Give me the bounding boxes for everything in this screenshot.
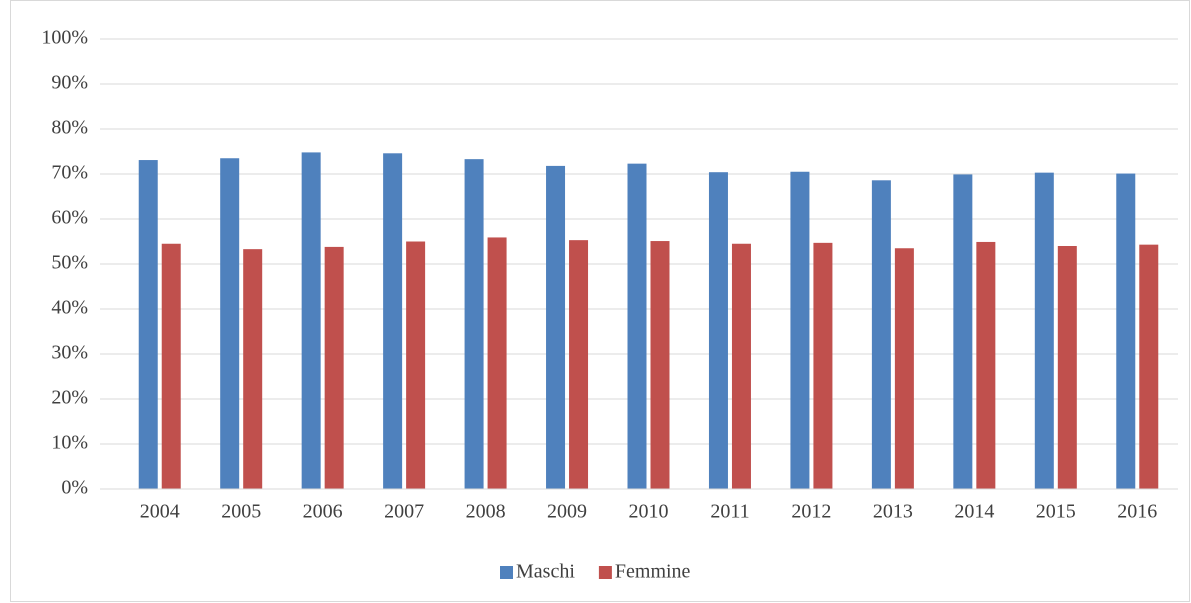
x-tick-label: 2006 xyxy=(303,501,343,523)
bar xyxy=(464,159,484,489)
x-tick-label: 2008 xyxy=(466,501,506,523)
bar xyxy=(161,243,181,489)
bar xyxy=(569,240,589,489)
bar xyxy=(546,165,566,489)
y-tick-label: 0% xyxy=(61,477,88,499)
y-tick-label: 10% xyxy=(51,432,88,454)
bar xyxy=(406,241,426,489)
bar xyxy=(708,172,728,489)
x-tick-label: 2013 xyxy=(873,501,913,523)
bar xyxy=(1116,173,1136,490)
y-tick-label: 70% xyxy=(51,162,88,184)
y-tick-label: 100% xyxy=(41,27,88,49)
y-tick-label: 40% xyxy=(51,297,88,319)
bar xyxy=(324,246,344,489)
legend-swatch xyxy=(598,566,612,579)
legend-label: Femmine xyxy=(615,561,691,583)
bar xyxy=(487,237,507,489)
y-tick-label: 30% xyxy=(51,342,88,364)
x-tick-label: 2010 xyxy=(629,501,669,523)
bar xyxy=(243,249,263,489)
bar xyxy=(953,174,973,489)
x-tick-label: 2009 xyxy=(547,501,587,523)
x-tick-label: 2011 xyxy=(710,501,749,523)
bar xyxy=(813,242,833,489)
bar xyxy=(220,158,240,489)
y-tick-label: 50% xyxy=(51,252,88,274)
y-tick-label: 80% xyxy=(51,117,88,139)
x-tick-label: 2007 xyxy=(384,501,424,523)
bar xyxy=(301,152,321,489)
x-tick-label: 2004 xyxy=(140,501,180,523)
bar xyxy=(731,243,751,489)
y-tick-label: 90% xyxy=(51,72,88,94)
legend-swatch xyxy=(500,566,513,579)
bar xyxy=(1034,172,1054,489)
bar xyxy=(894,248,914,489)
x-tick-label: 2014 xyxy=(954,501,994,523)
y-tick-label: 20% xyxy=(51,387,88,409)
bar xyxy=(650,241,670,489)
x-tick-label: 2016 xyxy=(1117,501,1157,523)
bar xyxy=(627,163,647,489)
x-tick-label: 2012 xyxy=(791,501,831,523)
bar xyxy=(976,241,996,489)
chart-frame xyxy=(10,0,1190,602)
bar xyxy=(1139,244,1159,489)
x-tick-label: 2015 xyxy=(1036,501,1076,523)
legend-label: Maschi xyxy=(516,561,575,583)
bar xyxy=(138,160,158,490)
bar xyxy=(871,180,891,490)
bar xyxy=(1057,246,1077,489)
x-tick-label: 2005 xyxy=(221,501,261,523)
bar xyxy=(790,171,810,489)
bar xyxy=(383,153,403,490)
y-tick-label: 60% xyxy=(51,207,88,229)
